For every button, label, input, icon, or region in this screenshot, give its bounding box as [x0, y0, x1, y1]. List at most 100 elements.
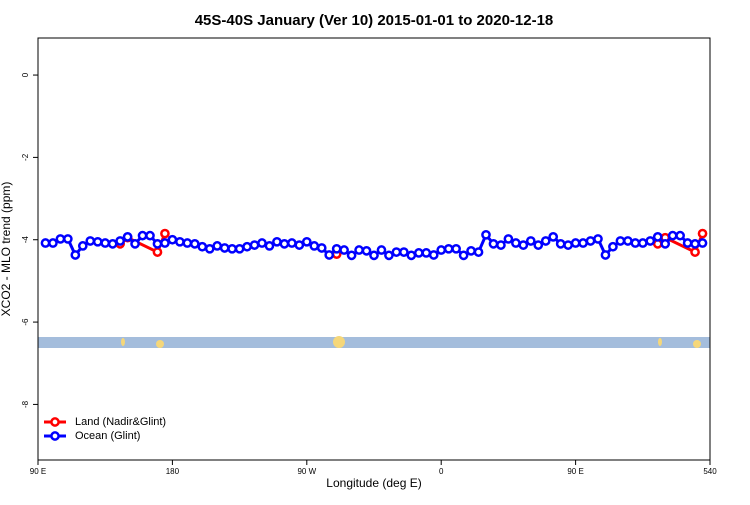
data-point [264, 241, 275, 251]
y-axis-label: XCO2 - MLO trend (ppm) [0, 182, 13, 317]
y-tick-label: -6 [21, 318, 30, 326]
data-point [92, 236, 103, 247]
x-tick-label: 180 [166, 467, 180, 476]
map-strip [38, 336, 710, 348]
data-point [563, 240, 573, 250]
data-point [145, 230, 155, 241]
data-point [227, 243, 237, 254]
data-point [55, 234, 66, 244]
data-point [451, 243, 461, 254]
data-point [548, 232, 559, 242]
data-point [212, 241, 223, 251]
data-point [182, 238, 193, 248]
data-point [697, 238, 708, 248]
data-point [361, 246, 372, 256]
data-point [197, 241, 208, 252]
data-point [511, 238, 521, 248]
data-point [40, 238, 51, 248]
data-point [406, 250, 417, 261]
legend-marker [50, 417, 60, 427]
x-tick-label: 90 E [567, 467, 583, 476]
data-point [287, 238, 297, 248]
data-point [421, 248, 432, 258]
x-axis-label: Longitude (deg E) [326, 476, 421, 490]
legend-label: Ocean (Glint) [75, 430, 140, 442]
data-point [600, 250, 611, 260]
data-point [690, 247, 700, 257]
data-point [167, 234, 178, 245]
data-point [466, 246, 476, 256]
data-point [63, 234, 73, 244]
data-point [481, 229, 491, 240]
y-tick-label: -2 [21, 153, 30, 161]
data-point [48, 238, 58, 248]
data-point [122, 232, 133, 242]
data-point [399, 247, 409, 257]
data-point [608, 241, 618, 252]
data-point [376, 245, 387, 255]
data-point [540, 236, 551, 246]
data-point [272, 236, 282, 247]
data-point [160, 228, 170, 239]
data-point [137, 230, 148, 241]
data-point [301, 236, 312, 247]
data-point [70, 250, 81, 260]
data-point [585, 236, 596, 246]
data-point [690, 239, 700, 249]
data-point [369, 250, 379, 261]
data-point [645, 236, 656, 246]
data-point [331, 243, 342, 254]
data-point [667, 230, 678, 241]
x-tick-label: 0 [439, 467, 444, 476]
data-point [152, 247, 163, 257]
data-point [555, 239, 566, 249]
data-point [324, 250, 335, 260]
y-tick-label: 0 [21, 72, 30, 77]
data-point [219, 243, 230, 253]
data-point [107, 239, 118, 249]
data-point [346, 250, 357, 261]
data-point [152, 239, 163, 249]
data-point [316, 243, 327, 253]
chart-title: 45S-40S January (Ver 10) 2015-01-01 to 2… [195, 12, 554, 29]
data-point [354, 245, 364, 255]
data-point [428, 250, 439, 260]
data-point [525, 236, 536, 246]
data-point [503, 234, 514, 244]
data-point [130, 239, 140, 249]
data-point [615, 236, 626, 246]
data-point [85, 236, 96, 246]
data-point [175, 236, 185, 247]
y-tick-label: -8 [21, 400, 30, 408]
x-tick-label: 540 [703, 467, 717, 476]
data-point [204, 243, 215, 254]
data-point [294, 240, 305, 250]
data-point [249, 240, 260, 250]
data-point [697, 228, 708, 239]
data-point [234, 243, 245, 254]
legend-label: Land (Nadir&Glint) [75, 416, 166, 428]
data-point [637, 238, 648, 248]
data-point [488, 239, 499, 249]
data-point [77, 241, 88, 251]
data-point [413, 248, 424, 258]
data-point [279, 239, 290, 249]
x-tick-label: 90 W [297, 467, 316, 476]
data-point [578, 238, 588, 248]
data-point [257, 238, 267, 248]
data-point [675, 230, 685, 241]
data-point [391, 247, 402, 257]
data-point [660, 239, 671, 249]
data-point [309, 241, 320, 251]
y-tick-label: -4 [21, 236, 30, 244]
data-point [115, 236, 125, 246]
data-point [593, 234, 603, 244]
data-point [160, 238, 170, 248]
data-point [384, 250, 394, 261]
data-point [533, 240, 544, 250]
data-point [189, 239, 200, 249]
data-point [339, 245, 349, 255]
data-point [630, 238, 641, 248]
data-point [242, 241, 252, 252]
